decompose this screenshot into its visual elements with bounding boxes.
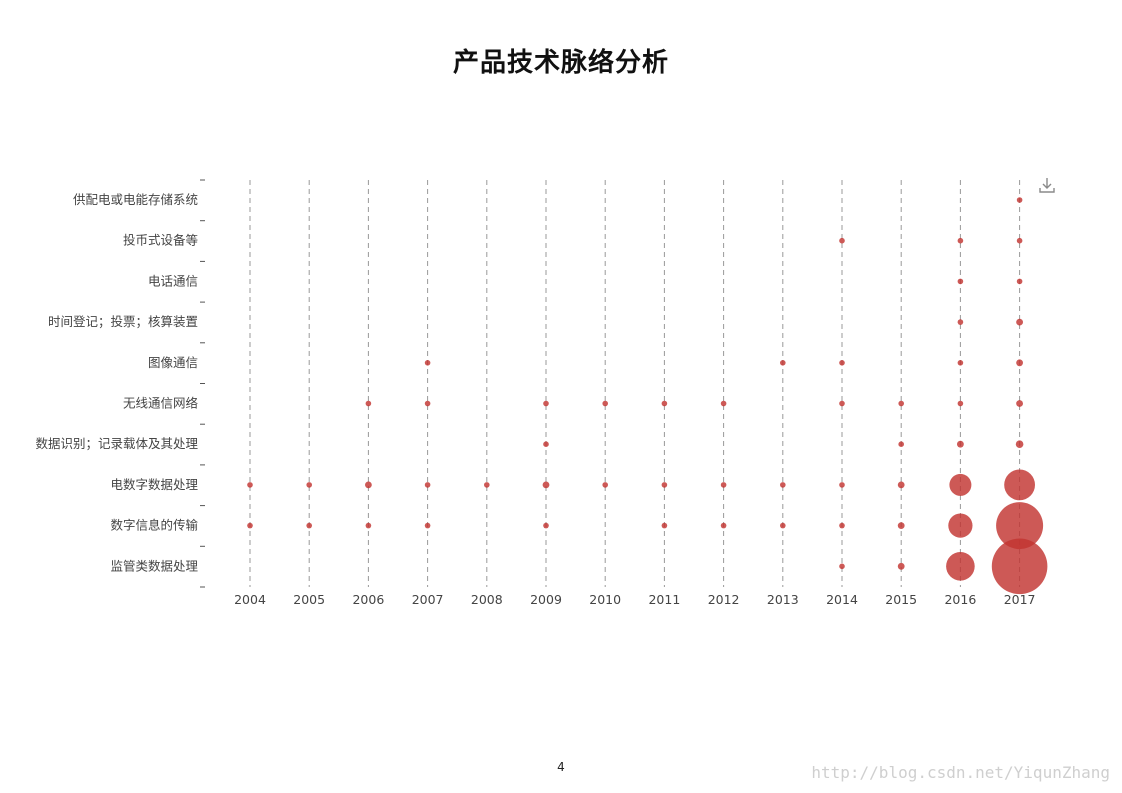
bubble-数字信息的传输-2016[interactable] (948, 513, 973, 538)
bubble-图像通信-2007[interactable] (424, 360, 431, 366)
bubble-电数字数据处理-2008[interactable] (484, 482, 490, 488)
bubble-监管类数据处理-2014[interactable] (839, 563, 845, 570)
bubble-无线通信网络-2014[interactable] (839, 400, 845, 407)
bubble-监管类数据处理-2016[interactable] (946, 552, 975, 581)
y-tick-label-无线通信网络: 无线通信网络 (123, 396, 199, 411)
bubble-数据识别-记录载体及其处理-2015[interactable] (898, 441, 904, 448)
y-tick-label-监管类数据处理: 监管类数据处理 (110, 558, 198, 573)
y-tick-label-图像通信: 图像通信 (148, 355, 198, 370)
bubble-电数字数据处理-2004[interactable] (247, 482, 253, 488)
bubble-数字信息的传输-2006[interactable] (365, 522, 372, 529)
page-number: 4 (557, 760, 565, 774)
x-tick-label-2004: 2004 (234, 592, 266, 607)
x-tick-label-2012: 2012 (708, 592, 740, 607)
chart-title: 产品技术脉络分析 (452, 48, 669, 78)
bubble-无线通信网络-2009[interactable] (543, 400, 549, 407)
x-tick-label-2011: 2011 (648, 592, 680, 607)
bubble-数据识别-记录载体及其处理-2016[interactable] (957, 440, 964, 448)
bubble-电数字数据处理-2011[interactable] (661, 482, 668, 488)
y-tick-label-数据识别-记录载体及其处理: 数据识别；记录载体及其处理 (35, 436, 198, 451)
download-icon[interactable] (1038, 176, 1056, 194)
bubble-时间登记-投票-核算装置-2017[interactable] (1016, 318, 1023, 326)
bubble-电数字数据处理-2009[interactable] (542, 481, 550, 489)
x-tick-label-2008: 2008 (471, 592, 503, 607)
y-tick-label-投币式设备等: 投币式设备等 (123, 233, 198, 248)
x-tick-label-2016: 2016 (944, 592, 976, 607)
bubble-电数字数据处理-2005[interactable] (306, 482, 313, 488)
bubble-数字信息的传输-2005[interactable] (306, 522, 313, 529)
bubble-图像通信-2013[interactable] (780, 360, 786, 366)
bubble-无线通信网络-2011[interactable] (661, 400, 668, 407)
bubble-电话通信-2016[interactable] (957, 278, 964, 285)
bubble-无线通信网络-2015[interactable] (898, 400, 904, 407)
x-tick-label-2017: 2017 (1004, 592, 1036, 607)
bubble-数字信息的传输-2009[interactable] (543, 522, 549, 529)
y-tick-label-供配电或电能存储系统: 供配电或电能存储系统 (73, 192, 198, 207)
x-tick-label-2007: 2007 (412, 592, 444, 607)
y-axis: 供配电或电能存储系统投币式设备等电话通信时间登记；投票；核算装置图像通信无线通信… (35, 179, 205, 588)
bubble-无线通信网络-2007[interactable] (424, 400, 431, 407)
bubble-数字信息的传输-2013[interactable] (780, 522, 786, 529)
bubble-数据识别-记录载体及其处理-2009[interactable] (543, 441, 549, 448)
bubble-供配电或电能存储系统-2017[interactable] (1016, 197, 1023, 203)
bubble-数字信息的传输-2011[interactable] (661, 522, 668, 529)
bubbles (247, 197, 1048, 595)
y-tick-label-时间登记-投票-核算装置: 时间登记；投票；核算装置 (48, 314, 198, 329)
bubble-数字信息的传输-2015[interactable] (897, 522, 905, 529)
bubble-时间登记-投票-核算装置-2016[interactable] (957, 319, 964, 325)
bubble-投币式设备等-2014[interactable] (839, 237, 845, 244)
watermark: http://blog.csdn.net/YiqunZhang (811, 763, 1110, 782)
bubble-投币式设备等-2016[interactable] (957, 237, 964, 244)
bubble-数字信息的传输-2004[interactable] (247, 522, 253, 529)
bubble-电数字数据处理-2007[interactable] (424, 482, 431, 488)
bubble-图像通信-2017[interactable] (1016, 359, 1023, 367)
grid-lines (249, 180, 1021, 587)
bubble-图像通信-2014[interactable] (839, 360, 845, 366)
bubble-监管类数据处理-2015[interactable] (897, 562, 905, 570)
x-tick-label-2015: 2015 (885, 592, 917, 607)
x-tick-label-2014: 2014 (826, 592, 858, 607)
bubble-无线通信网络-2010[interactable] (602, 400, 608, 407)
bubble-无线通信网络-2016[interactable] (957, 400, 964, 407)
bubble-图像通信-2016[interactable] (957, 360, 964, 366)
bubble-监管类数据处理-2017[interactable] (991, 538, 1048, 595)
x-tick-label-2005: 2005 (293, 592, 325, 607)
bubble-电数字数据处理-2012[interactable] (720, 482, 727, 488)
bubble-电数字数据处理-2014[interactable] (839, 482, 845, 488)
bubble-电话通信-2017[interactable] (1016, 278, 1023, 285)
x-axis: 2004 2005 2006 2007 2008 2009 2010 2011 2012 2013… (234, 592, 1035, 607)
x-tick-label-2006: 2006 (352, 592, 384, 607)
bubble-数据识别-记录载体及其处理-2017[interactable] (1015, 440, 1024, 449)
bubble-数字信息的传输-2012[interactable] (720, 522, 727, 529)
x-tick-label-2010: 2010 (589, 592, 621, 607)
bubble-数字信息的传输-2017[interactable] (996, 502, 1044, 550)
bubble-无线通信网络-2006[interactable] (365, 400, 372, 407)
bubble-电数字数据处理-2006[interactable] (365, 481, 372, 489)
y-tick-label-数字信息的传输: 数字信息的传输 (110, 518, 198, 533)
bubble-电数字数据处理-2015[interactable] (897, 481, 905, 489)
bubble-无线通信网络-2017[interactable] (1016, 400, 1023, 407)
bubble-无线通信网络-2012[interactable] (720, 400, 727, 407)
x-tick-label-2009: 2009 (530, 592, 562, 607)
bubble-数字信息的传输-2007[interactable] (424, 522, 431, 529)
y-tick-label-电数字数据处理: 电数字数据处理 (110, 477, 198, 492)
bubble-数字信息的传输-2014[interactable] (839, 522, 845, 529)
bubble-电数字数据处理-2013[interactable] (780, 482, 786, 488)
bubble-电数字数据处理-2017[interactable] (1004, 469, 1035, 501)
y-tick-label-电话通信: 电话通信 (148, 273, 198, 288)
x-tick-label-2013: 2013 (767, 592, 799, 607)
bubble-投币式设备等-2017[interactable] (1016, 237, 1023, 244)
bubble-电数字数据处理-2010[interactable] (602, 482, 608, 488)
bubble-电数字数据处理-2016[interactable] (949, 473, 972, 496)
